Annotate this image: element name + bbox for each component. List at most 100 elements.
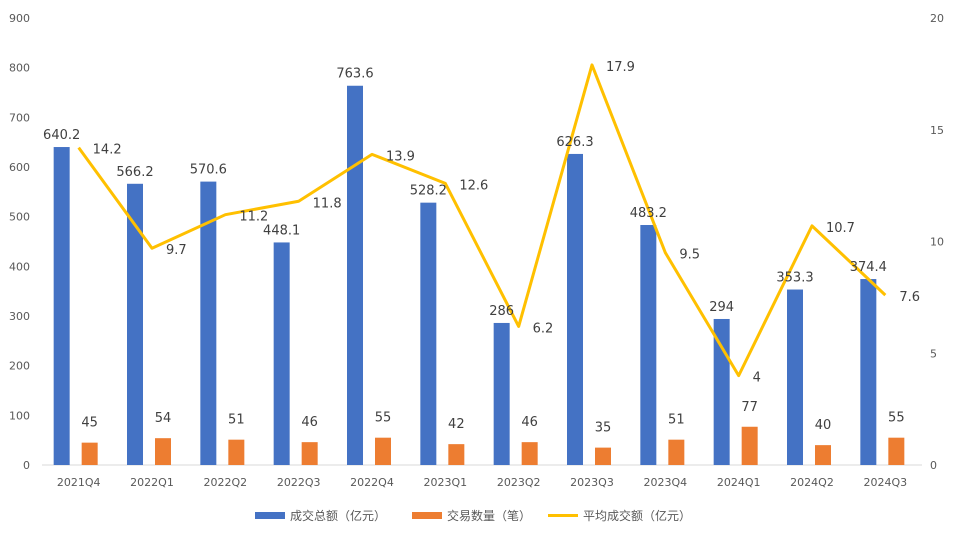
data-label-average-amount: 14.2	[93, 143, 122, 158]
bar-transaction-count	[448, 444, 465, 465]
left-y-tick-label: 600	[9, 161, 30, 174]
bar-total-amount	[420, 202, 437, 466]
data-label-transaction-count: 46	[301, 415, 318, 430]
data-label-total-amount: 483.2	[630, 206, 667, 221]
bar-transaction-count	[228, 439, 245, 465]
line-average-amount	[77, 63, 887, 378]
data-labels: 640.2 45 566.2 54 570.6 51 448.1 46 763.6 55 528.2…	[43, 60, 920, 436]
x-tick-label: 2021Q4	[57, 476, 101, 489]
data-label-transaction-count: 51	[668, 413, 685, 428]
bar-transaction-count	[741, 426, 758, 465]
left-y-tick-label: 400	[9, 260, 30, 273]
x-tick-label: 2024Q3	[864, 476, 908, 489]
right-y-tick-label: 15	[930, 124, 944, 137]
data-label-transaction-count: 77	[741, 400, 758, 415]
data-label-transaction-count: 35	[595, 421, 612, 436]
bar-transaction-count	[888, 437, 905, 465]
data-label-average-amount: 13.9	[386, 149, 415, 164]
legend-label: 成交总额（亿元）	[290, 508, 386, 523]
bar-transaction-count	[155, 438, 171, 465]
bar-total-amount	[127, 183, 143, 465]
data-label-average-amount: 12.6	[459, 178, 488, 193]
bar-transaction-count	[815, 445, 831, 465]
bar-total-amount	[860, 279, 877, 465]
left-y-tick-label: 900	[9, 12, 30, 25]
line-series	[77, 63, 887, 378]
bar-total-amount	[347, 85, 363, 465]
legend-label: 交易数量（笔）	[447, 508, 531, 523]
left-y-tick-label: 100	[9, 409, 30, 422]
right-y-tick-label: 20	[930, 12, 944, 25]
bar-total-amount	[713, 318, 730, 465]
data-label-average-amount: 9.7	[166, 243, 187, 258]
bar-total-amount	[493, 322, 510, 465]
right-y-tick-label: 10	[930, 236, 944, 249]
bar-transaction-count	[595, 447, 611, 465]
x-tick-label: 2022Q1	[130, 476, 174, 489]
x-axis-ticks: 2021Q4 2022Q1 2022Q2 2022Q3 2022Q4 2023Q1 2023…	[57, 476, 907, 489]
left-y-tick-label: 0	[23, 459, 30, 472]
data-label-transaction-count: 45	[81, 416, 98, 431]
data-label-transaction-count: 40	[815, 418, 832, 433]
bar-total-amount	[787, 289, 803, 465]
left-y-tick-label: 800	[9, 62, 30, 75]
data-label-total-amount: 294	[709, 300, 734, 315]
bar-total-amount	[53, 147, 70, 465]
data-label-total-amount: 626.3	[556, 135, 593, 150]
bar-transaction-count	[375, 437, 391, 465]
left-y-tick-label: 700	[9, 111, 30, 124]
bar-total-amount	[200, 181, 217, 466]
data-label-total-amount: 640.2	[43, 128, 80, 143]
bar-transaction-count	[668, 439, 685, 465]
data-label-average-amount: 10.7	[826, 221, 855, 236]
data-label-transaction-count: 42	[448, 417, 465, 432]
data-label-average-amount: 17.9	[606, 60, 635, 75]
bar-transaction-count	[521, 442, 538, 465]
data-label-transaction-count: 54	[155, 411, 172, 426]
x-tick-label: 2022Q3	[277, 476, 321, 489]
x-tick-label: 2023Q4	[644, 476, 688, 489]
data-label-total-amount: 763.6	[336, 67, 373, 82]
data-label-average-amount: 9.5	[679, 248, 700, 263]
data-label-transaction-count: 51	[228, 413, 245, 428]
left-y-tick-label: 500	[9, 211, 30, 224]
legend-swatch	[412, 512, 442, 519]
data-label-total-amount: 353.3	[776, 271, 813, 286]
data-label-total-amount: 566.2	[116, 165, 153, 180]
data-label-transaction-count: 46	[521, 415, 538, 430]
right-y-tick-label: 0	[930, 459, 937, 472]
bar-transaction-count	[301, 442, 318, 465]
bar-series	[53, 85, 905, 466]
x-tick-label: 2022Q2	[204, 476, 248, 489]
x-tick-label: 2023Q3	[570, 476, 614, 489]
data-label-total-amount: 528.2	[410, 184, 447, 199]
data-label-transaction-count: 55	[375, 411, 392, 426]
data-label-average-amount: 7.6	[899, 290, 920, 305]
legend-label: 平均成交额（亿元）	[583, 508, 691, 523]
x-tick-label: 2024Q2	[790, 476, 834, 489]
right-y-axis: 0 5 10 15 20	[930, 12, 944, 472]
x-tick-label: 2023Q2	[497, 476, 541, 489]
data-label-total-amount: 286	[489, 304, 514, 319]
bar-transaction-count	[81, 442, 98, 465]
bar-total-amount	[567, 153, 583, 465]
left-y-tick-label: 300	[9, 310, 30, 323]
x-tick-label: 2024Q1	[717, 476, 761, 489]
x-tick-label: 2023Q1	[424, 476, 468, 489]
bar-total-amount	[640, 225, 657, 465]
data-label-total-amount: 570.6	[190, 163, 227, 178]
data-label-total-amount: 374.4	[850, 260, 887, 275]
data-label-average-amount: 11.2	[239, 210, 268, 225]
legend-swatch	[255, 512, 285, 519]
legend: 成交总额（亿元） 交易数量（笔） 平均成交额（亿元）	[255, 508, 691, 523]
right-y-tick-label: 5	[930, 347, 937, 360]
bar-total-amount	[273, 242, 290, 465]
data-label-average-amount: 11.8	[313, 196, 342, 211]
data-label-transaction-count: 55	[888, 411, 905, 426]
data-label-average-amount: 6.2	[533, 321, 554, 336]
x-tick-label: 2022Q4	[350, 476, 394, 489]
data-label-total-amount: 448.1	[263, 223, 300, 238]
data-label-average-amount: 4	[753, 371, 761, 386]
left-y-tick-label: 200	[9, 360, 30, 373]
